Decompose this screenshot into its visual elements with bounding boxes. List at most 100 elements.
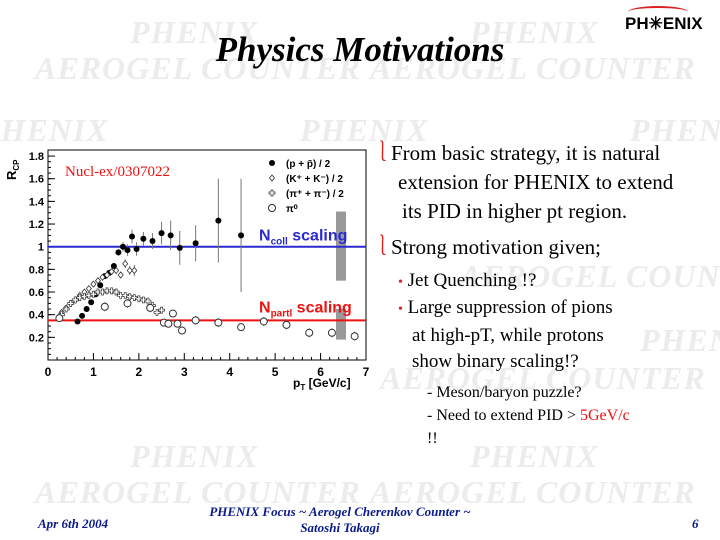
logo-text: PH✳ENIX — [625, 14, 703, 33]
paper-reference: Nucl-ex/0307022 — [65, 164, 170, 180]
data-point — [79, 312, 86, 319]
x-axis-label: pT [GeV/c] — [293, 376, 351, 390]
data-point — [140, 296, 147, 304]
watermark: PHENIX — [130, 438, 259, 474]
scaling-label-part: coll — [271, 237, 288, 248]
watermark: PHENIX — [130, 14, 259, 50]
sub-bullet-text: Large suppression of pions — [407, 297, 613, 318]
data-point — [121, 292, 129, 299]
data-point — [214, 318, 223, 327]
bullet-marker: ⎱ — [372, 140, 393, 164]
watermark: AEROGEL COUNTER — [370, 474, 696, 510]
data-point — [103, 287, 111, 295]
bullet-text: its PID in higher pt region. — [402, 199, 628, 223]
bullet-marker: ⎱ — [372, 234, 393, 258]
data-point — [71, 296, 79, 304]
data-point — [110, 262, 117, 269]
x-axis-label-sub: T — [300, 383, 305, 390]
data-point — [90, 280, 97, 288]
data-point — [122, 260, 129, 268]
legend-label: (K⁺ + K⁻) / 2 — [286, 174, 343, 185]
plot-frame — [47, 149, 367, 361]
sub-sub-text: - Need to extend PID > — [427, 407, 580, 424]
slide-title: Physics Motivations — [215, 30, 505, 69]
page-number: 6 — [692, 516, 699, 531]
data-point — [90, 290, 97, 298]
sub-bullet-text: show binary scaling!? — [412, 351, 579, 372]
sub-bullet-2: • Large suppression of pions at high-pT,… — [398, 295, 613, 375]
footer-line: Satoshi Takagi — [300, 520, 380, 535]
data-point — [173, 319, 182, 328]
footer-line: PHENIX Focus ~ Aerogel Cherenkov Counter… — [209, 504, 471, 519]
data-point — [153, 309, 161, 316]
y-tick-label: 1.6 — [29, 174, 44, 186]
y-tick-label: 1 — [38, 242, 44, 254]
footer-date: Apr 6th 2004 — [38, 516, 109, 531]
x-tick-label: 3 — [181, 365, 188, 379]
data-point — [113, 266, 120, 275]
data-point — [126, 266, 133, 275]
data-point — [123, 299, 132, 308]
sub-bullet-1: • Jet Quenching !? — [398, 270, 537, 291]
legend-marker — [269, 160, 275, 166]
watermark: PHENIX — [470, 14, 599, 50]
data-point — [178, 326, 187, 335]
x-tick-label: 0 — [45, 365, 52, 379]
watermark: AEROGEL COUNTER — [460, 258, 720, 294]
data-point — [74, 318, 81, 325]
scaling-label: Ncoll scaling — [259, 228, 347, 248]
scaling-label-part: scaling — [288, 228, 348, 245]
data-point — [99, 288, 106, 296]
data-point — [158, 230, 165, 237]
data-point — [327, 328, 336, 337]
rcp-chart: 0 1 2 3 4 5 6 7 0.2 0.4 0.6 0.8 1 1.2 1.4 1.6 1.8 RCP pT [… — [4, 149, 370, 390]
data-point — [117, 292, 125, 299]
sub-sub-bullets: - Meson/baryon puzzle? - Need to extend … — [427, 381, 630, 450]
data-point — [94, 277, 101, 285]
data-point — [124, 247, 131, 254]
data-point — [192, 240, 199, 247]
data-point — [129, 233, 136, 240]
data-point — [83, 306, 90, 313]
data-point — [144, 297, 152, 305]
data-point — [99, 273, 106, 281]
data-point — [100, 302, 109, 311]
legend-marker — [268, 174, 276, 182]
data-point — [85, 292, 93, 299]
data-point — [140, 235, 147, 242]
y-tick-label: 1.2 — [29, 219, 44, 231]
watermark: AEROGEL COUNTER — [35, 50, 361, 86]
data-point — [80, 293, 88, 300]
data-point — [168, 309, 177, 318]
data-point — [104, 271, 111, 279]
phenix-logo: PH✳ENIX — [625, 6, 703, 34]
data-point — [119, 243, 126, 250]
data-point — [215, 217, 222, 224]
data-point — [146, 303, 155, 312]
legend-label: (π⁺ + π⁻) / 2 — [286, 189, 344, 200]
data-point — [133, 245, 140, 252]
watermark: PHENIX — [300, 112, 429, 148]
legend-label: π⁰ — [286, 204, 298, 215]
data-point — [126, 293, 134, 300]
scaling-label-part: partl — [271, 308, 293, 319]
legend-marker — [268, 189, 276, 197]
scaling-label-part: scaling — [292, 299, 352, 316]
legend-label: (p + p̄) / 2 — [286, 159, 331, 170]
data-point — [85, 284, 92, 293]
y-tick-label: 0.4 — [29, 310, 45, 322]
footer-center: PHENIX Focus ~ Aerogel Cherenkov Counter… — [180, 504, 500, 536]
data-point — [108, 287, 115, 295]
data-point — [94, 288, 102, 296]
y-axis-label: RCP — [4, 159, 21, 180]
data-point — [130, 294, 138, 302]
sub-bullet-text: Jet Quenching !? — [407, 270, 537, 291]
x-tick-label: 2 — [136, 365, 143, 379]
bullet-text: extension for PHENIX to extend — [398, 170, 674, 194]
watermark: PHENIX — [640, 322, 720, 358]
data-point — [237, 323, 246, 332]
data-point — [282, 320, 291, 329]
sub-sub-text: - Meson/baryon puzzle? — [427, 384, 582, 401]
data-point — [97, 282, 104, 289]
watermark: PHENIX — [0, 112, 109, 148]
